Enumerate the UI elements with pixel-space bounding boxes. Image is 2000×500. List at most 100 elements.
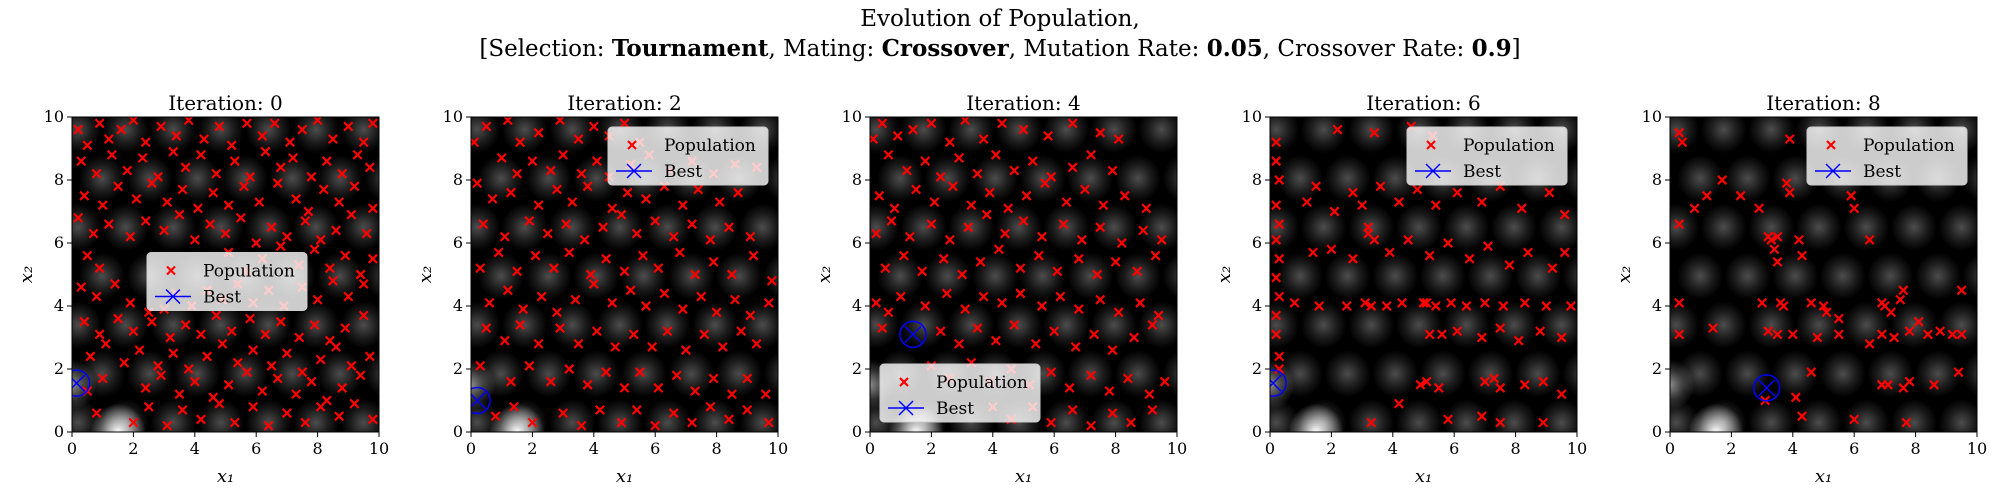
population-point [1366, 417, 1377, 428]
population-point [690, 269, 701, 280]
population-point [349, 181, 360, 192]
population-point [883, 307, 894, 318]
population-point [1113, 307, 1124, 318]
population-point [708, 373, 719, 384]
population-point [272, 178, 283, 189]
population-point [1674, 297, 1685, 308]
title-line-2: [Selection: Tournament, Mating: Crossove… [0, 34, 2000, 64]
population-point [1464, 253, 1475, 264]
best-marker [1270, 369, 1287, 397]
landscape-bump [1724, 252, 1771, 300]
landscape-bump [364, 351, 379, 396]
population-point [159, 225, 170, 236]
landscape-bump [1700, 117, 1747, 154]
population-point [631, 404, 642, 415]
population-point [346, 209, 357, 220]
population-point [972, 323, 983, 334]
y-tick-label: 2 [1652, 359, 1662, 378]
population-point [1073, 253, 1084, 264]
landscape-bump [1962, 351, 1977, 396]
population-point [1000, 228, 1011, 239]
landscape-bump [948, 117, 995, 154]
population-point [156, 370, 167, 381]
landscape-bump [1372, 252, 1419, 300]
population-point [1956, 329, 1967, 340]
landscape-bump [1748, 301, 1795, 349]
population-point [490, 411, 501, 422]
population-point [331, 341, 341, 352]
population-point [1347, 253, 1358, 264]
population-point [272, 373, 283, 384]
population-point [1086, 149, 1097, 160]
landscape-bump [1467, 252, 1514, 300]
population-point [1547, 263, 1558, 274]
population-point [134, 345, 145, 356]
population-point [1495, 417, 1506, 428]
population-point [275, 162, 286, 173]
population-point [281, 348, 292, 359]
population-point [591, 156, 602, 167]
population-point [88, 228, 99, 239]
population-point [174, 209, 185, 220]
landscape-peak [72, 359, 97, 410]
y-tick-label: 0 [54, 422, 64, 441]
population-point [687, 219, 698, 230]
population-point [1689, 203, 1700, 214]
population-point [505, 376, 516, 387]
population-point [1772, 329, 1783, 340]
population-point [1274, 351, 1285, 362]
best-point-cross [904, 325, 922, 343]
population-point [343, 291, 354, 302]
population-point [1018, 124, 1029, 135]
population-point [223, 200, 234, 211]
population-point [594, 404, 605, 415]
landscape-peak [1288, 403, 1344, 432]
x-tick-label: 2 [926, 439, 936, 458]
landscape-bump [126, 350, 173, 398]
population-point [1326, 244, 1337, 255]
population-point [309, 244, 320, 255]
landscape-bump [245, 117, 292, 154]
population-point [690, 386, 701, 397]
population-point [1787, 329, 1798, 340]
landscape-bump [763, 254, 778, 298]
population-point [334, 197, 345, 208]
legend-population-marker [899, 377, 909, 387]
population-point [978, 291, 989, 302]
landscape-bump [1677, 154, 1724, 203]
population-point [1495, 323, 1506, 334]
landscape-bump [1562, 254, 1577, 298]
landscape-bump [1724, 154, 1771, 203]
y-tick-label: 10 [44, 107, 64, 126]
population-point [533, 200, 544, 211]
landscape-bump [1348, 301, 1395, 349]
population-point [1113, 134, 1124, 145]
population-point [367, 118, 378, 129]
y-tick-label: 6 [1652, 233, 1662, 252]
best-point-cross [1758, 379, 1776, 397]
population-point [499, 231, 510, 242]
legend-population-label: Population [1463, 136, 1555, 156]
population-point [1015, 263, 1026, 274]
population-point [650, 420, 661, 431]
population-point [993, 244, 1004, 255]
x-tick-label: 8 [1911, 439, 1921, 458]
x-tick-label: 6 [650, 439, 660, 458]
landscape-bump [948, 203, 995, 251]
population-point [1095, 294, 1106, 305]
population-point [217, 338, 228, 349]
population-point [1138, 225, 1149, 236]
population-point [1476, 332, 1487, 343]
population-point [708, 256, 719, 267]
population-point [1147, 319, 1158, 330]
population-point [337, 382, 348, 393]
best-marker [899, 320, 927, 349]
y-tick-label: 10 [1642, 107, 1662, 126]
population-point [1482, 241, 1493, 252]
x-tick-label: 8 [313, 439, 323, 458]
population-point [941, 288, 952, 299]
population-point [318, 184, 329, 195]
landscape-bump [1700, 301, 1747, 349]
landscape-bump [102, 203, 149, 251]
subplot-title: Iteration: 4 [966, 91, 1080, 115]
